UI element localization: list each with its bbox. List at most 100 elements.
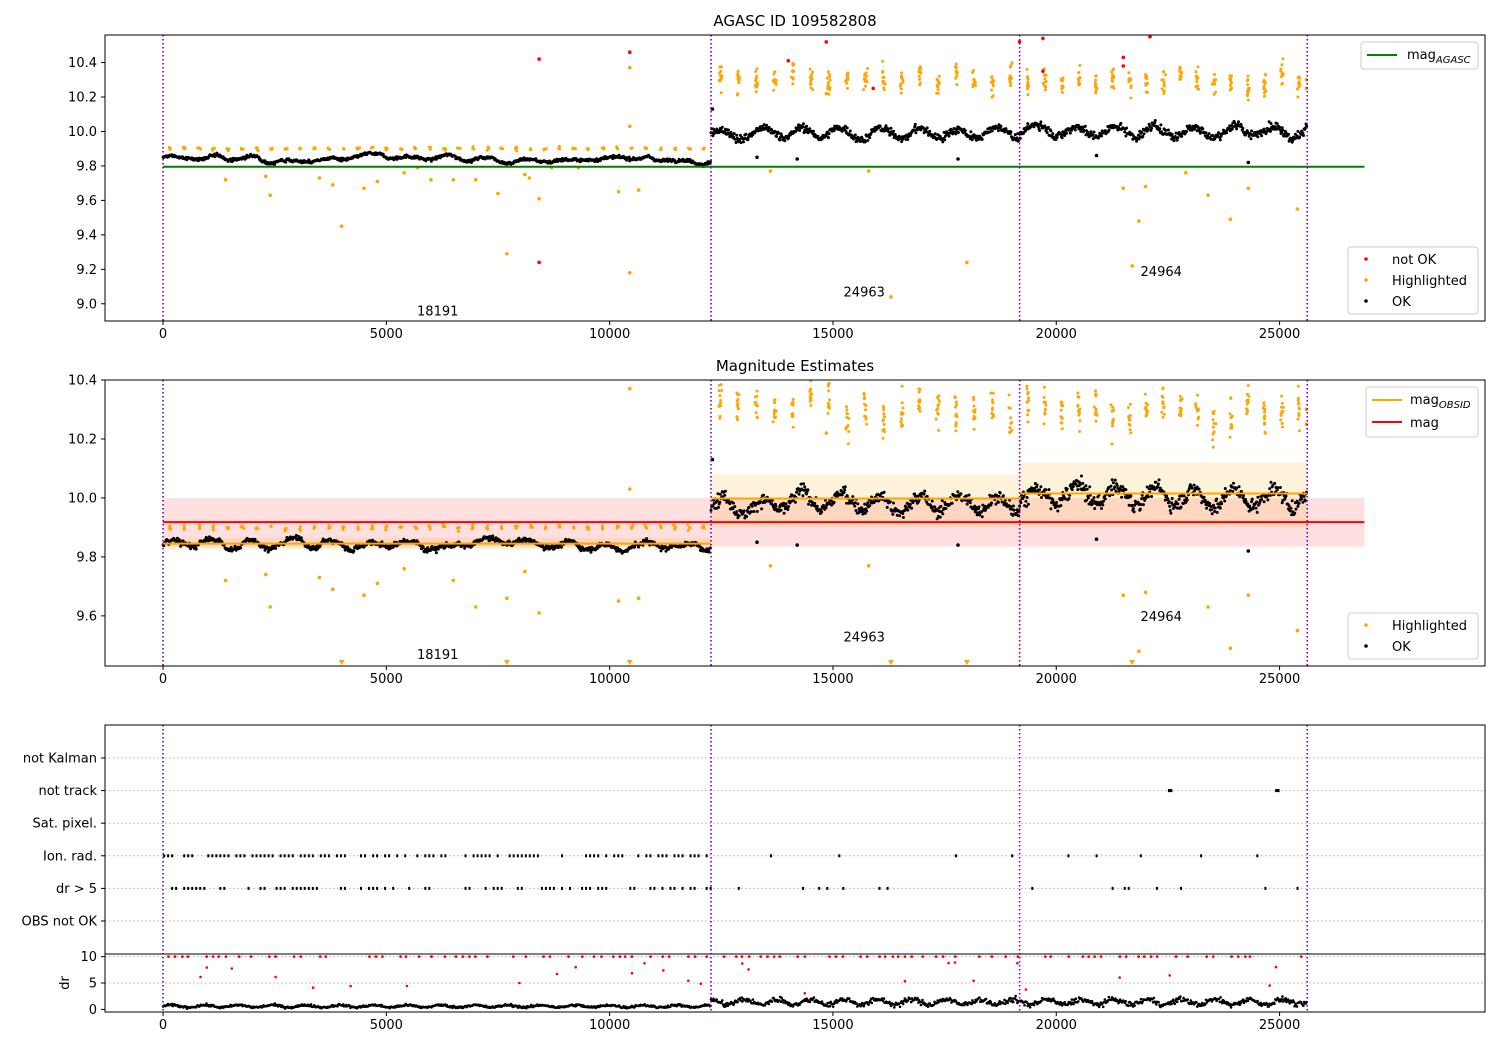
p1-ok-point bbox=[1135, 139, 1139, 143]
p1-ok-point bbox=[1180, 134, 1184, 138]
p2-ok-point bbox=[1208, 502, 1212, 505]
p2-highlighted-point bbox=[864, 415, 868, 419]
p1-highlighted-point bbox=[1246, 74, 1250, 78]
p2-highlighted-point bbox=[773, 416, 777, 420]
p1-highlighted-point bbox=[919, 66, 923, 70]
p1-highlighted-point bbox=[773, 70, 777, 74]
p1-highlighted-point bbox=[882, 86, 886, 90]
p2-ok-point bbox=[980, 515, 984, 519]
p1-xtick-label: 5000 bbox=[370, 327, 403, 342]
p2-ok-point bbox=[742, 509, 746, 513]
p2-highlighted-point bbox=[824, 431, 829, 435]
p2-ok-point bbox=[1302, 495, 1306, 498]
p1-ok-point bbox=[788, 133, 792, 137]
p2-highlighted-point bbox=[1026, 413, 1030, 417]
p1-highlighted-point bbox=[771, 80, 775, 84]
p2-highlighted-point bbox=[808, 396, 812, 400]
p1-ok-point bbox=[1032, 125, 1036, 129]
p2-highlighted-point bbox=[470, 524, 474, 528]
p2-ok-point bbox=[865, 509, 869, 513]
p2-highlighted-point bbox=[1145, 413, 1149, 417]
p2-ok-point bbox=[1056, 509, 1060, 513]
legend-mag: mag bbox=[1410, 416, 1439, 431]
p1-highlighted-point bbox=[1026, 83, 1030, 87]
p1-ok-point bbox=[1249, 137, 1253, 141]
p2-highlighted-point bbox=[882, 423, 886, 426]
p2-ok-point bbox=[1109, 484, 1113, 488]
p2-ok-point bbox=[797, 492, 801, 496]
p2-highlighted-point bbox=[428, 527, 432, 531]
p3-flag-mark bbox=[187, 854, 190, 858]
p1-ytick-label: 10.4 bbox=[68, 56, 97, 71]
p1-ok-point bbox=[889, 126, 893, 130]
p1-highlighted-point bbox=[400, 147, 404, 151]
p2-xtick-label: 20000 bbox=[1036, 672, 1077, 687]
p2-ok-point bbox=[1085, 487, 1089, 491]
p2-ok-point bbox=[723, 493, 727, 497]
p2-highlighted-point bbox=[1211, 418, 1215, 422]
p1-highlighted-point bbox=[514, 145, 518, 149]
p2-highlighted-point bbox=[755, 416, 759, 420]
p1-highlighted-point bbox=[917, 74, 921, 78]
p1-ok-point bbox=[711, 134, 715, 138]
p2-highlighted-point bbox=[240, 524, 244, 528]
p1-ok-point bbox=[783, 139, 787, 143]
p1-highlighted-point bbox=[1297, 75, 1301, 79]
p1-highlighted-point bbox=[810, 77, 814, 81]
p1-ytick-label: 10.0 bbox=[68, 125, 97, 140]
p2-ok-point bbox=[560, 545, 563, 549]
p1-highlighted-point bbox=[754, 76, 758, 80]
p2-highlighted-point bbox=[1196, 417, 1200, 421]
p1-ok-point bbox=[381, 152, 385, 156]
p1-highlighted-point bbox=[1112, 74, 1115, 78]
p2-highlighted-point bbox=[400, 525, 404, 529]
p1-ok-point bbox=[1051, 132, 1055, 136]
p2-highlighted-point bbox=[1061, 404, 1065, 408]
p2-highlighted-point bbox=[899, 420, 903, 424]
p1-ok-point bbox=[732, 132, 736, 135]
p1-highlighted-point bbox=[1296, 95, 1300, 99]
p1-ok-point bbox=[1246, 160, 1251, 165]
p1-highlighted-point bbox=[1281, 73, 1285, 77]
p1-ok-point bbox=[1176, 136, 1180, 140]
p2-ok-point bbox=[760, 507, 764, 511]
p1-highlighted-point bbox=[990, 75, 994, 79]
p2-ok-point bbox=[1088, 485, 1092, 489]
p2-ok-point bbox=[1205, 506, 1209, 510]
p2-xtick-label: 25000 bbox=[1259, 672, 1300, 687]
p2-ok-point bbox=[1035, 483, 1039, 487]
p2-highlighted-point bbox=[881, 436, 885, 440]
p2-highlighted-point bbox=[1110, 442, 1114, 446]
p1-highlighted-point bbox=[889, 295, 893, 299]
p1-ytick-label: 9.6 bbox=[76, 194, 97, 209]
p2-highlighted-point bbox=[1111, 424, 1114, 428]
p3-flag-mark bbox=[223, 854, 226, 858]
p1-highlighted-point bbox=[485, 148, 489, 152]
p2-highlighted-point bbox=[1230, 425, 1234, 429]
p3-flag-mark bbox=[167, 854, 170, 858]
p1-not-ok-point bbox=[824, 40, 829, 44]
p2-highlighted-point bbox=[1211, 438, 1214, 442]
p2-highlighted-point bbox=[936, 404, 940, 407]
p1-ytick-label: 9.2 bbox=[76, 263, 97, 278]
p2-highlighted-point bbox=[1110, 409, 1114, 413]
p2-highlighted-point bbox=[755, 389, 759, 393]
p1-highlighted-point bbox=[1044, 85, 1047, 89]
p2-highlighted-point bbox=[1008, 430, 1012, 434]
p1-highlighted-point bbox=[809, 86, 813, 90]
p2-highlighted-point bbox=[1076, 403, 1080, 407]
p1-not-ok-point bbox=[537, 57, 541, 61]
p1-ok-point bbox=[1153, 119, 1157, 122]
p2-ok-point bbox=[1065, 487, 1069, 491]
p1-highlighted-point bbox=[1246, 186, 1251, 191]
p2-highlighted-point bbox=[1129, 431, 1133, 435]
p2-highlighted-point bbox=[1262, 415, 1266, 419]
p1-ok-point bbox=[999, 124, 1003, 128]
p1-ok-point bbox=[735, 133, 739, 137]
p2-ok-point bbox=[1250, 500, 1254, 504]
p2-ok-point bbox=[1140, 497, 1144, 501]
p2-ok-point bbox=[1254, 506, 1258, 510]
p1-ok-point bbox=[1092, 130, 1096, 134]
p2-highlighted-point bbox=[954, 429, 958, 433]
